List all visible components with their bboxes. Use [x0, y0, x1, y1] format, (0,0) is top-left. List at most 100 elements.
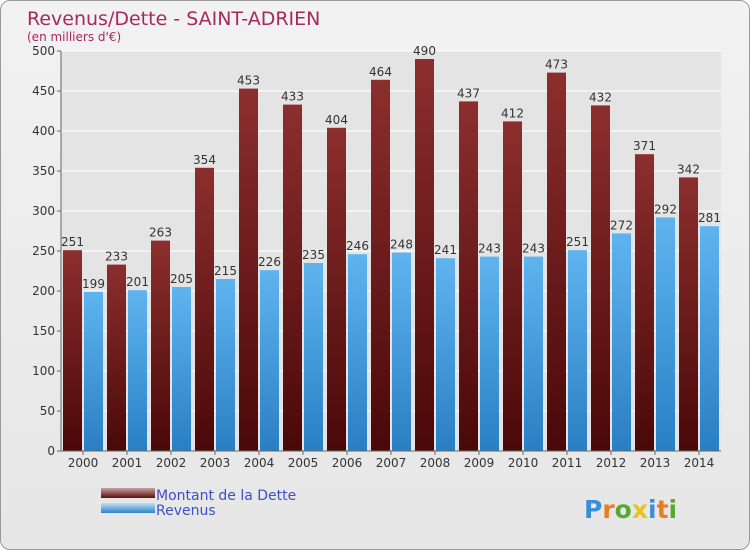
value-label: 205: [170, 272, 193, 286]
x-tick-label: 2011: [552, 456, 583, 470]
x-tick-label: 2014: [684, 456, 715, 470]
bar-dette: [107, 264, 126, 451]
y-tick-label: 500: [32, 44, 55, 58]
bar-revenus: [480, 256, 499, 451]
legend-label-dette: Montant de la Dette: [156, 488, 296, 504]
y-tick-label: 300: [32, 204, 55, 218]
value-label: 251: [61, 235, 84, 249]
y-tick-label: 50: [40, 404, 55, 418]
bar-revenus: [392, 252, 411, 451]
y-axis-ticks: 0 50 100 150 200 250 300 350 400 450 500: [32, 44, 61, 458]
bar-revenus: [524, 256, 543, 451]
bar-dette: [371, 79, 390, 452]
x-tick-label: 2003: [200, 456, 231, 470]
value-label: 241: [434, 243, 457, 257]
x-tick-label: 2009: [464, 456, 495, 470]
value-label: 412: [501, 106, 524, 120]
y-tick-label: 350: [32, 164, 55, 178]
x-tick-label: 2007: [376, 456, 407, 470]
x-tick-label: 2012: [596, 456, 627, 470]
value-label: 199: [82, 277, 105, 291]
bar-revenus: [612, 233, 631, 451]
bar-dette: [547, 72, 566, 451]
grid-lines: [61, 50, 721, 412]
legend: Montant de la Dette Revenus: [101, 488, 296, 519]
value-label: 272: [610, 218, 633, 232]
x-tick-label: 2010: [508, 456, 539, 470]
value-label: 453: [237, 74, 260, 88]
value-label: 243: [478, 242, 501, 256]
bar-dette: [679, 177, 698, 451]
proxiti-logo: Proxiti: [584, 495, 677, 524]
y-tick-label: 150: [32, 324, 55, 338]
bar-revenus: [304, 263, 323, 451]
bar-dette: [459, 101, 478, 452]
bar-revenus: [216, 279, 235, 451]
bars: [63, 59, 719, 452]
value-label: 251: [566, 235, 589, 249]
bar-dette: [239, 88, 258, 451]
bar-revenus: [128, 290, 147, 451]
value-label: 281: [698, 211, 721, 225]
bar-revenus: [84, 291, 103, 451]
y-tick-label: 100: [32, 364, 55, 378]
bar-revenus: [568, 250, 587, 451]
y-tick-label: 250: [32, 244, 55, 258]
bar-dette: [151, 240, 170, 451]
bar-dette: [63, 250, 82, 451]
bar-dette: [591, 105, 610, 452]
x-tick-label: 2000: [68, 456, 99, 470]
x-tick-label: 2004: [244, 456, 275, 470]
bar-dette: [415, 59, 434, 451]
y-tick-label: 400: [32, 124, 55, 138]
value-label: 226: [258, 255, 281, 269]
y-tick-label: 450: [32, 84, 55, 98]
legend-swatch-dette: [101, 488, 155, 498]
x-tick-label: 2006: [332, 456, 363, 470]
value-label: 433: [281, 90, 304, 104]
bar-dette: [503, 121, 522, 452]
bar-revenus: [348, 254, 367, 451]
value-label: 437: [457, 86, 480, 100]
value-label: 246: [346, 239, 369, 253]
chart-subtitle: (en milliers d'€): [27, 30, 121, 44]
x-tick-label: 2001: [112, 456, 143, 470]
x-tick-label: 2008: [420, 456, 451, 470]
bar-dette: [327, 127, 346, 452]
legend-swatch-revenus: [101, 503, 155, 513]
x-tick-label: 2005: [288, 456, 319, 470]
value-label: 248: [390, 238, 413, 252]
y-tick-label: 0: [47, 444, 55, 458]
bar-revenus: [172, 287, 191, 451]
value-label: 490: [413, 44, 436, 58]
value-label: 342: [677, 162, 700, 176]
value-label: 233: [105, 250, 128, 264]
bar-revenus: [260, 270, 279, 451]
value-label: 235: [302, 248, 325, 262]
value-label: 473: [545, 58, 568, 72]
value-label: 263: [149, 226, 172, 240]
value-label: 371: [633, 139, 656, 153]
y-tick-label: 200: [32, 284, 55, 298]
value-label: 201: [126, 275, 149, 289]
value-label: 404: [325, 113, 348, 127]
value-label: 215: [214, 264, 237, 278]
value-label: 432: [589, 90, 612, 104]
value-label: 243: [522, 242, 545, 256]
x-tick-label: 2013: [640, 456, 671, 470]
x-axis-ticks: 2000 2001 2002 2003 2004 2005 2006 2007 2008 2009…: [68, 451, 715, 470]
value-label: 464: [369, 65, 392, 79]
value-label: 292: [654, 202, 677, 216]
bar-revenus: [656, 217, 675, 451]
legend-label-revenus: Revenus: [156, 503, 216, 519]
bar-dette: [195, 167, 214, 452]
value-label: 354: [193, 153, 216, 167]
bar-revenus: [436, 258, 455, 451]
bar-dette: [283, 104, 302, 451]
x-tick-label: 2002: [156, 456, 187, 470]
bar-dette: [635, 154, 654, 451]
bar-revenus: [700, 226, 719, 451]
